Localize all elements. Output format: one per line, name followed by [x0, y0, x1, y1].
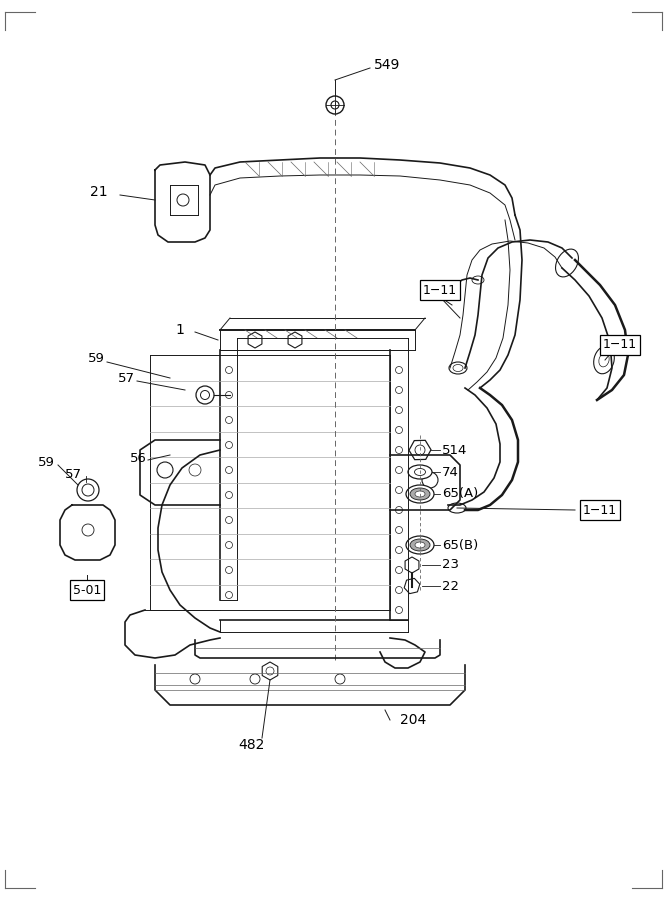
Circle shape	[201, 391, 209, 400]
Text: 1: 1	[175, 323, 184, 337]
Text: 56: 56	[130, 452, 147, 464]
Ellipse shape	[410, 488, 430, 500]
Text: 514: 514	[442, 444, 468, 456]
Text: 204: 204	[400, 713, 426, 727]
Ellipse shape	[406, 485, 434, 503]
Ellipse shape	[415, 491, 425, 497]
Text: 549: 549	[374, 58, 400, 72]
Text: 1−11: 1−11	[603, 338, 637, 352]
Text: 59: 59	[38, 455, 55, 469]
Ellipse shape	[414, 469, 426, 475]
Ellipse shape	[408, 465, 432, 479]
Ellipse shape	[410, 539, 430, 551]
Circle shape	[331, 101, 339, 109]
Text: 1−11: 1−11	[583, 503, 617, 517]
Text: 1−11: 1−11	[423, 284, 457, 296]
Text: 57: 57	[65, 469, 82, 482]
Text: 65(B): 65(B)	[442, 538, 478, 552]
Text: 23: 23	[442, 559, 459, 572]
Text: 65(A): 65(A)	[442, 488, 478, 500]
Text: 21: 21	[90, 185, 107, 199]
Ellipse shape	[406, 536, 434, 554]
Text: 74: 74	[442, 465, 459, 479]
Text: 22: 22	[442, 580, 459, 592]
Text: 482: 482	[238, 738, 264, 752]
Ellipse shape	[415, 542, 425, 548]
Text: 5-01: 5-01	[73, 583, 101, 597]
Circle shape	[82, 484, 94, 496]
Text: 59: 59	[88, 352, 105, 365]
Text: 57: 57	[118, 372, 135, 384]
